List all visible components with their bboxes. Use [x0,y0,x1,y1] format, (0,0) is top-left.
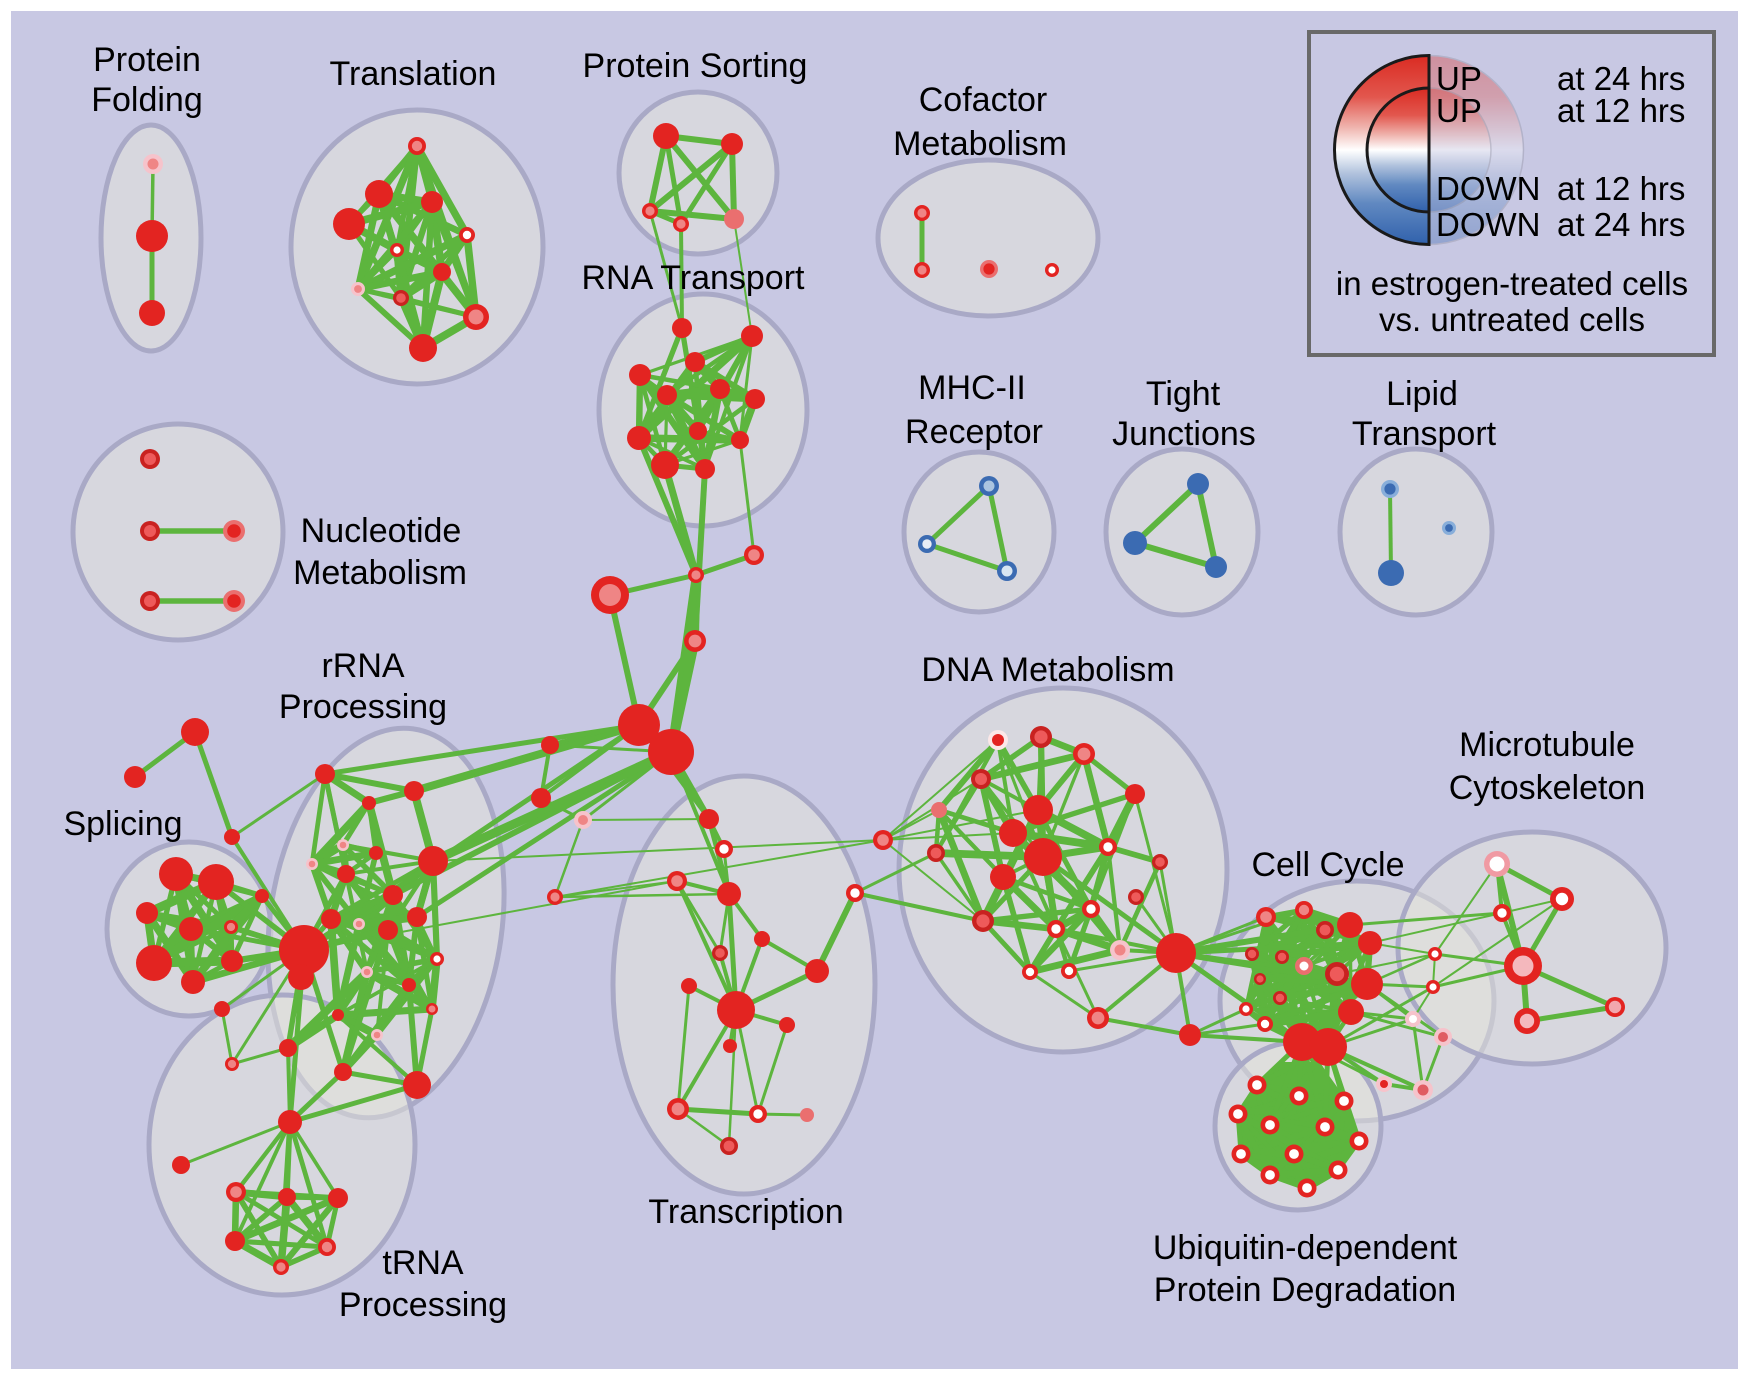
svg-text:Cofactor: Cofactor [919,81,1048,119]
svg-text:Lipid: Lipid [1386,375,1458,413]
svg-text:tRNA: tRNA [382,1244,464,1282]
svg-text:MHC-II: MHC-II [918,369,1026,407]
svg-text:Tight: Tight [1146,375,1221,413]
svg-text:Ubiquitin-dependent: Ubiquitin-dependent [1153,1229,1458,1267]
svg-text:Metabolism: Metabolism [893,125,1067,163]
svg-text:DOWN: DOWN [1436,170,1540,207]
svg-text:DNA Metabolism: DNA Metabolism [921,651,1174,689]
svg-text:Cell Cycle: Cell Cycle [1251,846,1404,884]
svg-text:Splicing: Splicing [63,805,182,843]
svg-text:Processing: Processing [339,1286,507,1324]
svg-text:UP: UP [1436,92,1482,129]
svg-text:Protein: Protein [93,41,201,79]
svg-text:Protein Sorting: Protein Sorting [583,47,808,85]
svg-text:Metabolism: Metabolism [293,554,467,592]
svg-text:Transport: Transport [1352,415,1497,453]
svg-text:at 12 hrs: at 12 hrs [1557,170,1685,207]
svg-text:Cytoskeleton: Cytoskeleton [1449,769,1646,807]
svg-text:at 12 hrs: at 12 hrs [1557,92,1685,129]
svg-text:DOWN: DOWN [1436,206,1540,243]
svg-text:at 24 hrs: at 24 hrs [1557,60,1685,97]
svg-text:Junctions: Junctions [1112,415,1256,453]
svg-text:Receptor: Receptor [905,413,1043,451]
svg-text:rRNA: rRNA [321,647,404,685]
svg-text:UP: UP [1436,60,1482,97]
svg-text:RNA Transport: RNA Transport [582,259,806,297]
svg-text:Translation: Translation [330,55,497,93]
svg-text:vs. untreated cells: vs. untreated cells [1379,301,1645,338]
svg-text:Processing: Processing [279,688,447,726]
svg-text:Protein Degradation: Protein Degradation [1154,1271,1456,1309]
svg-text:in estrogen-treated cells: in estrogen-treated cells [1336,265,1688,302]
svg-text:at 24 hrs: at 24 hrs [1557,206,1685,243]
svg-text:Nucleotide: Nucleotide [301,512,462,550]
svg-text:Folding: Folding [91,81,203,119]
svg-text:Microtubule: Microtubule [1459,726,1635,764]
svg-text:Transcription: Transcription [648,1193,843,1231]
